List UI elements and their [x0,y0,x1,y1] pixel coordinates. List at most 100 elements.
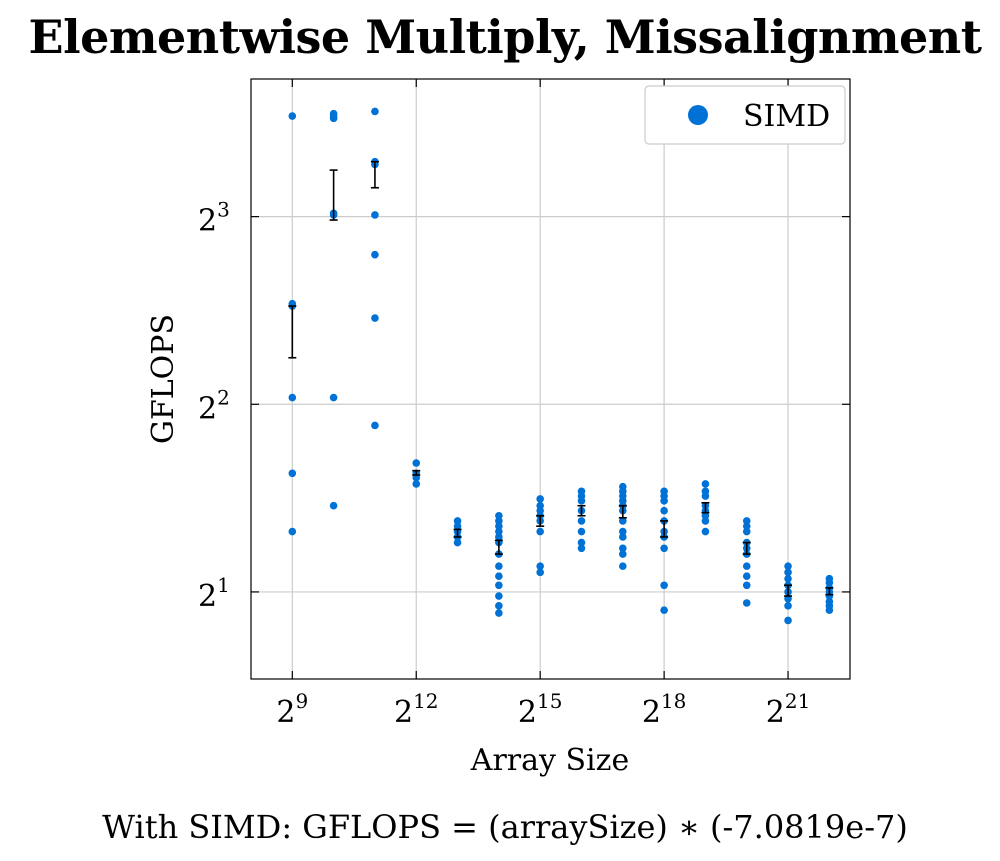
data-point [329,393,338,402]
x-tick-exp: 12 [413,689,438,713]
data-point [742,572,751,580]
data-point [536,495,544,503]
legend-box [644,85,846,145]
data-point [619,544,627,553]
x-tick-exp: 21 [785,689,810,713]
data-point [742,517,751,525]
x-tick-base: 2 [518,695,537,730]
y-tick-base: 2 [198,204,217,239]
legend: SIMD [644,85,846,145]
data-point [577,497,586,505]
data-point [701,527,710,536]
y-axis-label: GFLOPS [146,314,181,444]
data-point [825,578,834,587]
y-tick-exp: 2 [217,385,230,409]
data-point [536,568,544,577]
data-point [825,606,834,614]
data-point [412,480,421,488]
data-point [495,533,503,541]
legend-label-simd: SIMD [743,99,830,134]
data-point [701,480,710,488]
data-point [288,469,297,478]
data-point [660,544,668,553]
data-points [288,107,834,625]
data-point [288,527,297,536]
data-point [784,562,792,570]
grid [251,79,850,679]
x-tick-label: 221 [766,689,811,730]
data-point [495,602,503,610]
data-point [495,517,503,525]
y-tick-exp: 3 [217,198,230,222]
data-point [619,527,627,536]
data-point [660,497,668,505]
x-tick-label: 212 [394,689,439,730]
data-point [742,599,751,607]
data-point [742,562,751,570]
x-tick-exp: 18 [661,689,686,713]
data-point [784,574,792,583]
data-point [288,112,297,120]
data-point [453,522,462,530]
data-point [619,517,627,525]
data-point [742,522,751,530]
data-point [495,609,503,617]
data-point [784,616,792,625]
data-point [619,550,627,558]
data-point [495,572,503,580]
data-point [495,527,503,536]
data-point [784,568,792,577]
y-tick-exp: 1 [217,573,230,597]
x-tick-label: 29 [276,689,308,730]
data-point [329,501,338,510]
error-bars [288,160,834,597]
x-axis-label: Array Size [470,743,629,778]
data-point [495,581,503,590]
x-tick-exp: 9 [295,689,308,713]
legend-marker-simd [688,105,708,125]
data-point [329,114,338,123]
y-tick-label: 21 [198,573,230,614]
data-point [619,562,627,570]
data-point [495,562,503,570]
data-point [371,211,379,219]
data-point [536,562,544,570]
data-point [701,492,710,500]
data-point [660,606,668,614]
x-tick-base: 2 [766,695,785,730]
x-tick-base: 2 [642,695,661,730]
y-tick-base: 2 [198,391,217,426]
data-point [577,544,586,553]
data-point [742,527,751,536]
data-point [784,602,792,610]
x-tick-base: 2 [276,695,295,730]
x-tick-label: 218 [642,689,687,730]
y-tick-base: 2 [198,579,217,614]
data-point [577,527,586,536]
data-point [536,527,544,536]
data-point [619,533,627,541]
data-point [784,594,792,603]
data-point [577,538,586,547]
data-point [453,517,462,525]
x-tick-exp: 15 [537,689,562,713]
data-point [288,393,297,402]
y-tick-label: 23 [198,198,230,239]
data-point [660,581,668,590]
plot-frame [250,78,851,680]
data-point [495,592,503,600]
chart-title: Elementwise Multiply, Missalignment [28,10,982,64]
data-point [453,538,462,547]
data-point [660,506,668,515]
data-point [495,522,503,530]
data-point [701,517,710,525]
data-point [371,107,379,116]
x-tick-label: 215 [518,689,563,730]
data-point [371,250,379,259]
x-tick-base: 2 [394,695,413,730]
footer-formula: With SIMD: GFLOPS = (arraySize) ∗ (-7.08… [102,808,908,846]
data-point [371,421,379,430]
y-tick-label: 22 [198,385,230,426]
